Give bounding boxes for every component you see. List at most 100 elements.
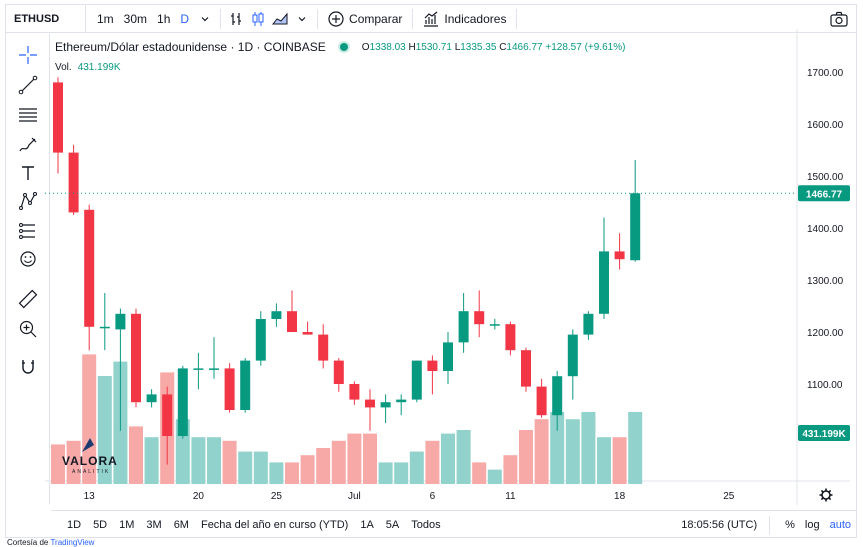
candle-body — [380, 402, 391, 408]
indicators-label: Indicadores — [444, 11, 507, 26]
candle-body — [614, 251, 625, 260]
plus-circle-icon — [328, 10, 344, 27]
range-5a[interactable]: 5A — [385, 518, 400, 531]
camera-icon[interactable] — [828, 8, 850, 30]
area-chart-type-icon[interactable] — [269, 8, 291, 30]
price-tick-label: 1400.00 — [807, 224, 844, 235]
high-key: H — [408, 41, 416, 53]
percent-scale-toggle[interactable]: % — [785, 518, 795, 531]
timeframe-d[interactable]: D — [180, 11, 190, 26]
volume-bar — [425, 440, 440, 484]
toolbar-divider — [516, 8, 518, 29]
top-toolbar: ETHUSD 1m 30m 1h D Comparar Indicadore — [6, 5, 856, 33]
candle-body — [489, 324, 500, 326]
volume-bar — [581, 412, 596, 484]
crosshair-icon[interactable] — [17, 44, 39, 66]
credit-line: Cortesía de TradingView — [7, 538, 94, 547]
volume-badge-bg — [798, 425, 850, 441]
low-key: L — [454, 41, 461, 53]
volume-bar — [456, 430, 471, 484]
prediction-icon[interactable] — [17, 220, 39, 242]
volume-bar — [51, 444, 65, 484]
drawing-toolbar — [6, 34, 50, 504]
range-1m[interactable]: 1M — [119, 518, 135, 531]
compare-label: Comparar — [349, 11, 403, 26]
indicators-icon — [424, 11, 439, 27]
volume-bar — [253, 451, 268, 484]
chevron-down-icon[interactable] — [194, 8, 216, 30]
low-value: 1335.35 — [460, 41, 497, 53]
ruler-icon[interactable] — [17, 288, 39, 310]
time-tick-label: 6 — [430, 491, 436, 502]
range-3m[interactable]: 3M — [146, 518, 162, 531]
logo-subtitle: ANALITIK — [72, 469, 111, 475]
volume-bar — [66, 440, 81, 484]
candle-body — [240, 360, 251, 410]
compare-button[interactable]: Comparar — [322, 5, 408, 32]
trend-line-icon[interactable] — [17, 74, 39, 96]
magnet-icon[interactable] — [17, 356, 39, 378]
open-key: O — [361, 41, 370, 53]
timeframe-1m[interactable]: 1m — [97, 11, 114, 26]
zoom-in-icon[interactable] — [17, 318, 39, 340]
pattern-icon[interactable] — [17, 190, 39, 212]
candle-body — [193, 368, 204, 370]
timeframe-30m[interactable]: 30m — [123, 11, 148, 26]
candle-body — [521, 350, 531, 387]
volume-bar — [269, 462, 284, 484]
logo-name: VALORA — [62, 454, 118, 468]
price-chart[interactable]: 1000.001100.001200.001300.001400.001500.… — [45, 29, 850, 505]
candle-body — [365, 399, 375, 408]
volume-bar — [285, 462, 299, 484]
clock[interactable]: 18:05:56 (UTC) — [681, 515, 771, 534]
chevron-down-icon[interactable] — [291, 8, 313, 30]
candle-chart-type-icon[interactable] — [247, 8, 269, 30]
range-ytd[interactable]: Fecha del año en curso (YTD) — [200, 518, 349, 531]
text-icon[interactable] — [17, 162, 39, 184]
credit-prefix: Cortesía de — [7, 538, 49, 547]
fib-retracement-icon[interactable] — [17, 104, 39, 126]
volume-bar — [363, 433, 377, 484]
candle-body — [131, 313, 141, 403]
volume-bar — [441, 433, 455, 484]
range-1a[interactable]: 1A — [360, 518, 374, 531]
gear-icon[interactable] — [819, 488, 833, 502]
candle-body — [177, 368, 188, 436]
candle-body — [209, 368, 219, 370]
candle-body — [458, 311, 469, 343]
symbol-search[interactable]: ETHUSD — [6, 5, 86, 32]
volume-bar — [472, 462, 487, 484]
brush-icon[interactable] — [17, 134, 39, 156]
price-badge: 1466.77 — [806, 189, 843, 200]
auto-scale-toggle[interactable]: auto — [829, 518, 851, 531]
open-value: 1338.03 — [369, 41, 406, 53]
range-5d[interactable]: 5D — [93, 518, 108, 531]
candle-body — [53, 82, 63, 153]
indicators-button[interactable]: Indicadores — [417, 5, 512, 32]
toolbar-divider — [220, 8, 222, 29]
volume-bar — [534, 419, 549, 484]
bar-chart-type-icon[interactable] — [225, 8, 247, 30]
candle-body — [427, 360, 438, 371]
candle-body — [162, 394, 173, 436]
close-key: C — [499, 41, 507, 53]
time-tick-label: 20 — [193, 491, 205, 502]
candle-body — [84, 209, 95, 327]
time-tick-label: 11 — [505, 491, 516, 502]
volume-bar — [550, 412, 565, 484]
log-scale-toggle[interactable]: log — [804, 518, 820, 531]
volume-legend-label: Vol. — [55, 62, 72, 73]
tradingview-link[interactable]: TradingView — [50, 538, 95, 547]
range-6m[interactable]: 6M — [173, 518, 189, 531]
price-tick-label: 1500.00 — [807, 172, 844, 183]
volume-bar — [129, 426, 143, 484]
volume-bar — [144, 437, 159, 484]
candle-body — [224, 368, 235, 410]
range-all[interactable]: Todos — [411, 518, 441, 531]
timeframe-1h[interactable]: 1h — [157, 11, 171, 26]
emoji-icon[interactable] — [17, 248, 39, 270]
range-1d[interactable]: 1D — [67, 518, 82, 531]
volume-bar — [331, 440, 346, 484]
candle-body — [474, 311, 485, 325]
legend-title[interactable]: Ethereum/Dólar estadounidense · 1D · COI… — [55, 40, 326, 54]
